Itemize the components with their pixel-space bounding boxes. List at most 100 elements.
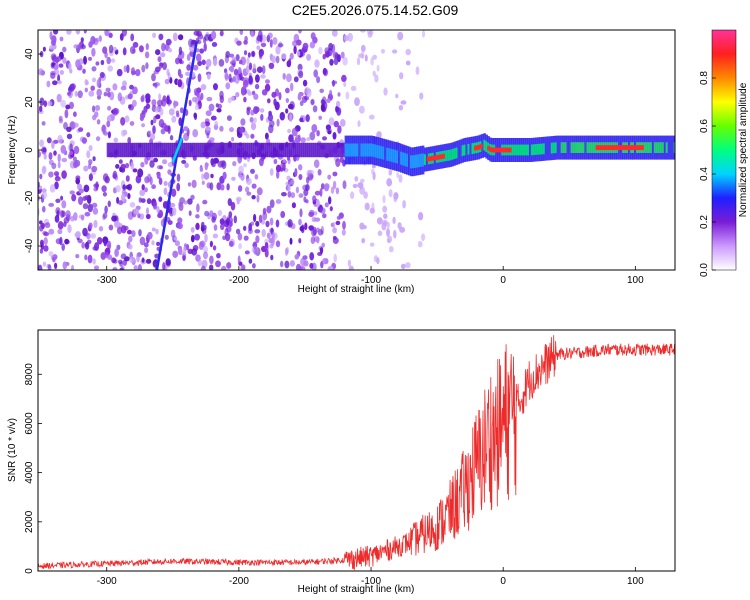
spectrogram-peak-cell (615, 145, 618, 150)
spectrogram-noise-cell (123, 65, 127, 73)
spectrogram-noise-cell (220, 184, 225, 191)
spectrogram-noise-cell (78, 127, 84, 132)
spectrogram-noise-cell (282, 73, 286, 80)
spectrogram-noise-cell (388, 169, 393, 176)
spectrogram-band-cell (128, 142, 131, 158)
spectrogram-noise-cell (46, 137, 52, 144)
spectrogram-band-cell (293, 142, 296, 158)
spectrogram-band-core (552, 142, 556, 154)
spectrogram-band-cell (124, 142, 128, 158)
spectrogram-noise-cell (190, 194, 195, 200)
spectrogram-noise-cell (400, 263, 406, 269)
spectrogram-noise-cell (383, 87, 388, 96)
spectrogram-noise-cell (289, 237, 293, 245)
spectrogram-band-cell (328, 142, 332, 158)
spectrogram-noise-cell (104, 205, 108, 214)
spectrogram-noise-cell (290, 179, 295, 185)
spectrogram-noise-cell (205, 58, 212, 68)
spectrogram-band-cell (170, 142, 173, 158)
spectrogram-noise-cell (259, 108, 265, 113)
spectrogram-noise-cell (294, 254, 300, 260)
spectrogram-noise-cell (245, 186, 250, 193)
spectrogram-noise-cell (321, 242, 326, 248)
spectrogram-noise-cell (252, 263, 256, 269)
spectrogram-noise-cell (78, 42, 82, 50)
spectrogram-noise-cell (144, 176, 150, 184)
spectrogram-band-cell (308, 142, 312, 158)
spectrogram-noise-cell (211, 216, 216, 223)
spectrogram-noise-cell (311, 124, 318, 133)
spectrogram-peak-cell (599, 145, 603, 150)
spectrogram-noise-cell (318, 46, 323, 55)
spectrogram-noise-cell (309, 131, 316, 141)
spectrogram-noise-cell (156, 241, 161, 246)
spectrogram-band-core (659, 142, 663, 153)
spectrogram-noise-cell (239, 174, 244, 180)
spectrogram-noise-cell (190, 227, 195, 233)
spectrogram-band-core (388, 148, 391, 162)
spectrogram-noise-cell (61, 200, 67, 209)
spectrogram-band-cell (116, 142, 120, 158)
spectrogram-noise-cell (359, 183, 363, 190)
spectrogram-noise-cell (204, 34, 210, 41)
spectrogram-peak-cell (641, 145, 644, 150)
spectrogram-peak-cell (476, 145, 479, 151)
spectrogram-noise-cell (213, 157, 219, 164)
spectrogram-band-core (410, 155, 413, 169)
spectrogram-noise-cell (48, 152, 53, 160)
spectrogram-band-cell (283, 142, 286, 158)
spectrogram-noise-cell (57, 74, 61, 83)
spectrogram-noise-cell (155, 114, 161, 120)
spectrogram-band-cell (318, 142, 322, 158)
spectrogram-peak-cell (509, 147, 512, 153)
spectrogram-noise-cell (312, 226, 317, 236)
spectrogram-noise-cell (84, 241, 90, 250)
colorbar-label: Normalized spectral amplitude (738, 82, 749, 217)
spectrogram-band-cell (305, 142, 308, 158)
spectrogram-noise-cell (58, 63, 64, 68)
spectrogram-noise-cell (298, 164, 303, 171)
spectrogram-band-cell (556, 135, 560, 160)
spectrogram-noise-cell (387, 238, 391, 243)
spectrogram-band-cell (142, 142, 145, 158)
spectrogram-noise-cell (274, 101, 280, 111)
spectrogram-noise-cell (261, 65, 266, 75)
spectrogram-noise-cell (302, 255, 308, 260)
spectrogram-noise-cell (39, 248, 44, 254)
spectrogram-noise-cell (328, 117, 335, 126)
spectrogram-noise-cell (295, 186, 299, 194)
spectrogram-noise-cell (417, 240, 423, 248)
spectrogram-noise-cell (242, 79, 249, 88)
spectrogram-noise-cell (310, 236, 316, 244)
spectrogram-noise-cell (195, 222, 200, 230)
spectrogram-noise-cell (255, 235, 260, 244)
spectrogram-band-cell (251, 142, 254, 158)
spectrogram-noise-cell (67, 224, 72, 234)
spectrogram-band-cell (459, 139, 463, 164)
spectrogram-band-core (515, 144, 518, 156)
spectrogram-noise-cell (50, 72, 56, 79)
spectrogram-noise-cell (145, 258, 152, 264)
spectrogram-noise-cell (219, 125, 224, 132)
spectrogram-band-core (445, 150, 449, 161)
spectrogram-band-cell (271, 142, 274, 158)
spectrogram-band-cell (122, 142, 126, 158)
spectrogram-noise-cell (112, 46, 118, 52)
spectrogram-band-cell (469, 136, 472, 161)
spectrogram-band-core (536, 143, 540, 155)
spectrogram-noise-cell (244, 35, 248, 42)
spectrogram-peak-cell (440, 154, 443, 159)
spectrogram-noise-cell (53, 171, 60, 177)
spectrogram-noise-cell (120, 85, 127, 91)
spectrogram-band-cell (558, 135, 562, 160)
spectrogram-noise-cell (106, 120, 111, 128)
spectrogram-noise-cell (50, 61, 55, 69)
spectrogram-noise-cell (81, 137, 87, 144)
spectrogram-noise-cell (82, 68, 86, 74)
spectrogram-noise-cell (138, 229, 142, 237)
spectrogram-noise-cell (162, 95, 167, 102)
spectrogram-noise-cell (246, 57, 250, 66)
spectrogram-noise-cell (237, 232, 243, 241)
spectrogram-band-core (521, 144, 524, 156)
spectrogram-noise-cell (106, 115, 112, 123)
